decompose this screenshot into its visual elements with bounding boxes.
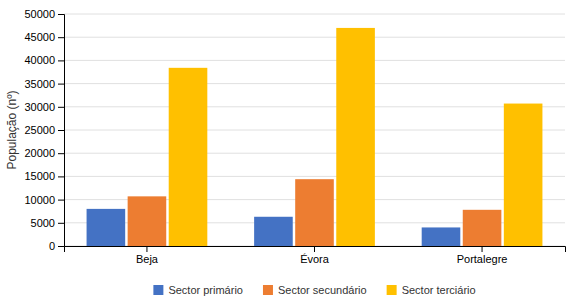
x-tick-mark: [482, 246, 483, 252]
y-tick-label: 45000: [24, 31, 55, 43]
y-tick-label: 15000: [24, 170, 55, 182]
legend-item: Sector secundário: [263, 284, 367, 296]
bar: [336, 28, 375, 246]
y-axis-title: População (nº): [5, 90, 19, 169]
y-tick-label: 25000: [24, 124, 55, 136]
grid-line: [64, 153, 565, 154]
bar: [295, 179, 334, 246]
y-tick: 40000: [24, 54, 64, 66]
y-tick-mark: [58, 200, 64, 201]
grid-line: [64, 37, 565, 38]
y-tick: 0: [49, 240, 64, 252]
x-tick-label: Portalegre: [457, 253, 508, 265]
y-tick-label: 50000: [24, 8, 55, 20]
x-tick-label: Évora: [300, 253, 330, 265]
grid: [64, 14, 565, 246]
y-tick-mark: [58, 176, 64, 177]
y-tick-mark: [58, 153, 64, 154]
bar: [128, 196, 167, 246]
legend: Sector primário Sector secundário Sector t…: [153, 284, 475, 296]
y-tick-label: 35000: [24, 78, 55, 90]
y-tick-label: 0: [49, 240, 55, 252]
x-tick-mark: [146, 246, 147, 252]
bar: [87, 209, 126, 246]
legend-item: Sector primário: [153, 284, 243, 296]
bar-series: [169, 28, 543, 246]
y-tick: 10000: [24, 194, 64, 206]
bar: [169, 68, 208, 246]
legend-swatch: [153, 285, 163, 295]
grid-line: [64, 176, 565, 177]
legend-label: Sector terciário: [402, 284, 476, 296]
y-tick: 30000: [24, 101, 64, 113]
y-tick: 20000: [24, 147, 64, 159]
y-tick-label: 20000: [24, 147, 55, 159]
y-tick: 50000: [24, 8, 64, 20]
x-tick-mark: [314, 246, 315, 252]
y-tick: 25000: [24, 124, 64, 136]
x-axis: Beja Évora Portalegre: [65, 246, 566, 265]
y-tick-mark: [58, 37, 64, 38]
y-tick-label: 10000: [24, 194, 55, 206]
grid-line: [64, 60, 565, 61]
grid-line: [64, 130, 565, 131]
y-tick: 15000: [24, 170, 64, 182]
chart-container: 0 5000 10000 15000 20000 25000 30000 35000 40000…: [0, 0, 581, 308]
bars: [87, 28, 543, 246]
bar: [254, 217, 293, 246]
y-tick: 5000: [31, 217, 64, 229]
legend-swatch: [263, 285, 273, 295]
y-tick-mark: [58, 223, 64, 224]
y-tick-mark: [58, 246, 64, 247]
y-tick-mark: [58, 60, 64, 61]
y-tick: 35000: [24, 78, 64, 90]
chart-svg: 0 5000 10000 15000 20000 25000 30000 35000 40000…: [0, 0, 581, 308]
y-tick-mark: [58, 84, 64, 85]
y-tick-label: 30000: [24, 101, 55, 113]
x-tick: Portalegre: [457, 246, 508, 265]
y-tick-label: 40000: [24, 54, 55, 66]
legend-item: Sector terciário: [387, 284, 476, 296]
grid-line: [64, 83, 565, 84]
bar: [422, 227, 461, 246]
y-tick-mark: [58, 107, 64, 108]
x-axis-line: [65, 247, 566, 253]
legend-swatch: [387, 285, 397, 295]
bar: [504, 104, 543, 246]
y-tick: 45000: [24, 31, 64, 43]
x-tick-label: Beja: [136, 253, 159, 265]
grid-line: [64, 106, 565, 107]
y-axis-line: [58, 15, 65, 247]
y-axis: 0 5000 10000 15000 20000 25000 30000 35000 40000…: [24, 8, 64, 252]
y-tick-label: 5000: [31, 217, 55, 229]
bar: [463, 210, 502, 246]
x-tick: Beja: [136, 246, 159, 265]
legend-label: Sector secundário: [278, 284, 367, 296]
legend-label: Sector primário: [168, 284, 243, 296]
grid-line: [64, 14, 565, 15]
y-tick-mark: [58, 14, 64, 15]
x-tick: Évora: [300, 246, 330, 265]
y-tick-mark: [58, 130, 64, 131]
